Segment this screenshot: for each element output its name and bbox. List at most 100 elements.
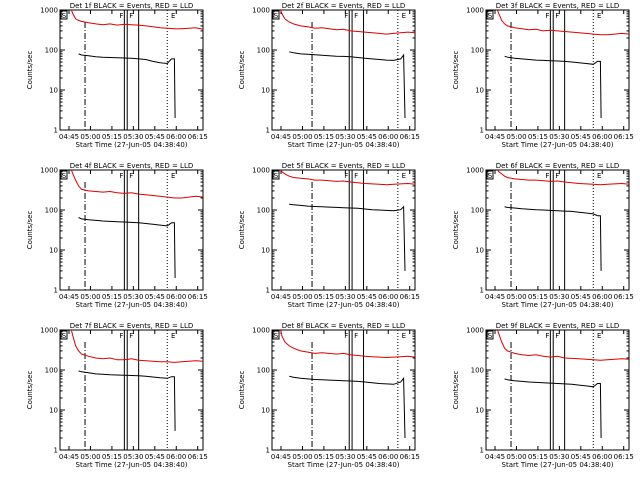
flare-flag-label: F	[545, 12, 549, 20]
plot-frame	[59, 9, 204, 131]
series-lld-line	[280, 9, 416, 35]
x-tick-label: 06:15	[188, 453, 208, 461]
start-flag-box	[60, 330, 68, 340]
x-tick-label: 05:30	[335, 293, 355, 301]
end-flag-label: E	[597, 12, 601, 20]
x-tick-label: 05:45	[571, 453, 591, 461]
x-axis-label: Start Time (27-Jun-05 04:38:40)	[502, 461, 614, 469]
flare-flag-label: F	[545, 172, 549, 180]
chart-title: Det 1f BLACK = Events, RED = LLD	[70, 2, 193, 10]
y-tick-label: 100	[45, 207, 58, 215]
x-tick-label: 05:45	[145, 453, 165, 461]
y-tick-label: 100	[257, 367, 270, 375]
y-axis-label: Counts/sec	[452, 51, 460, 90]
chart-panel-8: Det 8f BLACK = Events, RED = LLD 1 10 100 10…	[238, 322, 420, 469]
y-tick-label: 10	[49, 247, 58, 255]
chart-panel-5: Det 5f BLACK = Events, RED = LLD 1 10 100 10…	[238, 162, 420, 309]
series-lld-line	[70, 329, 204, 363]
x-axis-label: Start Time (27-Jun-05 04:38:40)	[502, 301, 614, 309]
x-tick-label: 04:45	[59, 293, 79, 301]
series-lld-line	[70, 9, 204, 30]
y-tick-label: 1000	[252, 167, 270, 175]
series-events-line	[504, 378, 602, 439]
x-tick-label: 05:00	[80, 453, 100, 461]
x-tick-label: 05:45	[357, 133, 377, 141]
x-tick-label: 05:15	[528, 293, 548, 301]
x-tick-label: 04:45	[485, 293, 505, 301]
x-tick-label: 05:15	[528, 453, 548, 461]
y-tick-label: 10	[475, 87, 484, 95]
y-tick-label: 100	[257, 207, 270, 215]
x-tick-label: 06:00	[166, 293, 186, 301]
end-flag-label: E	[171, 332, 175, 340]
chart-panel-1: Det 1f BLACK = Events, RED = LLD 1 10 100 10…	[26, 2, 208, 149]
x-tick-label: 06:00	[592, 453, 612, 461]
y-tick-label: 1	[266, 127, 270, 135]
plot-frame	[271, 169, 416, 291]
plot-frame	[271, 329, 416, 451]
y-tick-label: 10	[475, 407, 484, 415]
chart-title: Det 5f BLACK = Events, RED = LLD	[282, 162, 405, 170]
x-tick-label: 04:45	[485, 453, 505, 461]
y-axis-label: Counts/sec	[238, 211, 246, 250]
y-tick-label: 100	[45, 47, 58, 55]
start-flag-label: S	[488, 12, 493, 20]
chart-title: Det 3f BLACK = Events, RED = LLD	[496, 2, 619, 10]
end-flag-label: E	[597, 172, 601, 180]
x-tick-label: 05:00	[292, 453, 312, 461]
x-tick-label: 05:30	[123, 133, 143, 141]
x-tick-label: 06:00	[592, 293, 612, 301]
x-axis-label: Start Time (27-Jun-05 04:38:40)	[502, 141, 614, 149]
series-events-line	[78, 217, 176, 279]
y-tick-label: 10	[261, 87, 270, 95]
start-flag-box	[60, 170, 68, 180]
y-tick-label: 10	[49, 407, 58, 415]
chart-title: Det 2f BLACK = Events, RED = LLD	[282, 2, 405, 10]
plot-frame	[271, 9, 416, 131]
flare-flag-label: F	[354, 12, 358, 20]
y-tick-label: 100	[471, 47, 484, 55]
y-tick-label: 100	[45, 367, 58, 375]
flare-flag-label: F	[555, 12, 559, 20]
x-tick-label: 06:00	[592, 133, 612, 141]
start-flag-box	[486, 330, 494, 340]
x-tick-label: 05:00	[80, 293, 100, 301]
chart-panel-3: Det 3f BLACK = Events, RED = LLD 1 10 100 10…	[452, 2, 634, 149]
start-flag-box	[486, 10, 494, 20]
x-tick-label: 05:00	[506, 453, 526, 461]
start-flag-box	[486, 170, 494, 180]
chart-title: Det 9f BLACK = Events, RED = LLD	[496, 322, 619, 330]
x-tick-label: 05:30	[123, 293, 143, 301]
x-tick-label: 05:45	[145, 293, 165, 301]
x-tick-label: 05:15	[314, 133, 334, 141]
x-tick-label: 04:45	[485, 133, 505, 141]
chart-panel-6: Det 6f BLACK = Events, RED = LLD 1 10 100 10…	[452, 162, 634, 309]
x-tick-label: 04:45	[271, 293, 291, 301]
x-tick-label: 05:45	[571, 133, 591, 141]
x-axis-label: Start Time (27-Jun-05 04:38:40)	[76, 461, 188, 469]
series-events-line	[289, 203, 406, 271]
start-flag-box	[272, 10, 280, 20]
plot-frame	[485, 9, 630, 131]
series-lld-line	[70, 169, 204, 199]
start-flag-label: S	[62, 12, 67, 20]
y-tick-label: 10	[475, 247, 484, 255]
chart-title: Det 6f BLACK = Events, RED = LLD	[496, 162, 619, 170]
plot-frame	[59, 169, 204, 291]
chart-panel-2: Det 2f BLACK = Events, RED = LLD 1 10 100 10…	[238, 2, 420, 149]
x-tick-label: 06:15	[188, 293, 208, 301]
flare-flag-label: F	[354, 332, 358, 340]
x-tick-label: 06:00	[166, 133, 186, 141]
y-tick-label: 1000	[466, 167, 484, 175]
start-flag-label: S	[274, 12, 279, 20]
x-tick-label: 05:45	[357, 293, 377, 301]
x-tick-label: 05:45	[145, 133, 165, 141]
flare-flag-label: F	[344, 332, 348, 340]
chart-title: Det 7f BLACK = Events, RED = LLD	[70, 322, 193, 330]
y-tick-label: 1	[480, 127, 484, 135]
y-axis-label: Counts/sec	[452, 211, 460, 250]
end-flag-label: E	[171, 12, 175, 20]
x-tick-label: 05:30	[549, 293, 569, 301]
x-axis-label: Start Time (27-Jun-05 04:38:40)	[76, 141, 188, 149]
y-axis-label: Counts/sec	[26, 51, 34, 90]
